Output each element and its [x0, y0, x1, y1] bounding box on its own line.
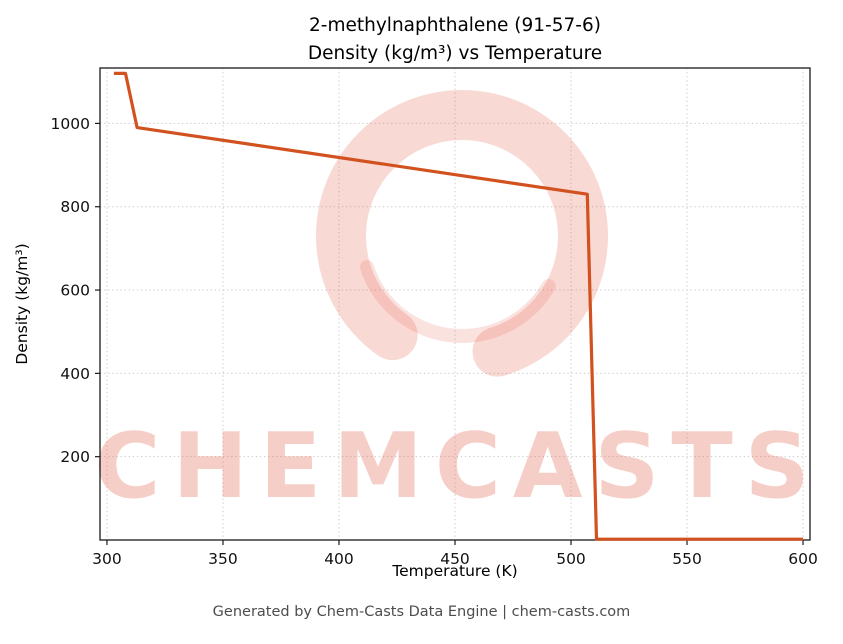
density-line — [113, 71, 803, 541]
x-tick-label: 400 — [324, 550, 354, 568]
x-tick-label: 500 — [556, 550, 586, 568]
chart-title-line1: 2-methylnaphthalene (91-57-6) — [309, 15, 601, 36]
x-tick-label: 300 — [92, 550, 122, 568]
y-tick-label: 400 — [60, 365, 90, 383]
chart-title-line2: Density (kg/m³) vs Temperature — [307, 43, 603, 64]
chart-title: 2-methylnaphthalene (91-57-6) Density (k… — [100, 12, 810, 68]
y-tick-label: 1000 — [51, 115, 90, 133]
watermark-text: CHEMCASTS — [94, 414, 821, 519]
x-axis-label: Temperature (K) — [392, 562, 518, 580]
x-tick-label: 550 — [672, 550, 702, 568]
x-tick-label: 350 — [208, 550, 238, 568]
y-tick-label: 200 — [60, 448, 90, 466]
y-tick-label: 800 — [60, 198, 90, 216]
y-tick-label: 600 — [60, 282, 90, 300]
x-tick-label: 600 — [788, 550, 818, 568]
watermark-logo-inner-stroke — [355, 129, 569, 343]
footer-caption: Generated by Chem-Casts Data Engine | ch… — [212, 604, 631, 620]
watermark-logo-icon — [316, 90, 608, 382]
x-tick-label: 450 — [440, 550, 470, 568]
